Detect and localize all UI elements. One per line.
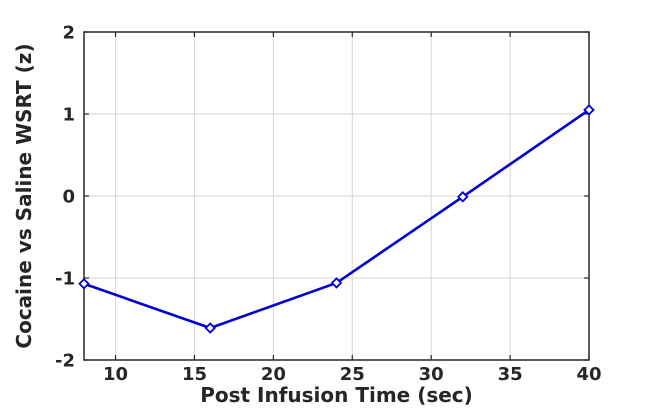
data-line bbox=[82, 108, 591, 330]
x-tick-label: 25 bbox=[340, 364, 365, 385]
y-tick-label: -1 bbox=[55, 269, 75, 290]
data-point-marker bbox=[78, 277, 90, 290]
x-tick-label: 15 bbox=[182, 364, 207, 385]
y-axis-label: Cocaine vs Saline WSRT (z) bbox=[12, 43, 36, 349]
data-point-marker bbox=[456, 191, 469, 203]
y-tick-label: 1 bbox=[62, 105, 75, 126]
x-tick-label: 35 bbox=[498, 364, 523, 385]
y-tick-label: -2 bbox=[55, 351, 75, 372]
x-tick-label: 30 bbox=[419, 364, 444, 385]
x-axis-label: Post Infusion Time (sec) bbox=[200, 383, 473, 407]
x-tick-label: 20 bbox=[261, 364, 286, 385]
data-point-marker bbox=[204, 322, 217, 334]
x-tick-label: 10 bbox=[103, 364, 128, 385]
y-tick-label: 2 bbox=[62, 23, 75, 44]
x-tick-label: 40 bbox=[576, 364, 601, 385]
y-tick-label: 0 bbox=[62, 187, 75, 208]
data-point-marker bbox=[583, 104, 595, 116]
data-point-marker bbox=[330, 277, 343, 289]
